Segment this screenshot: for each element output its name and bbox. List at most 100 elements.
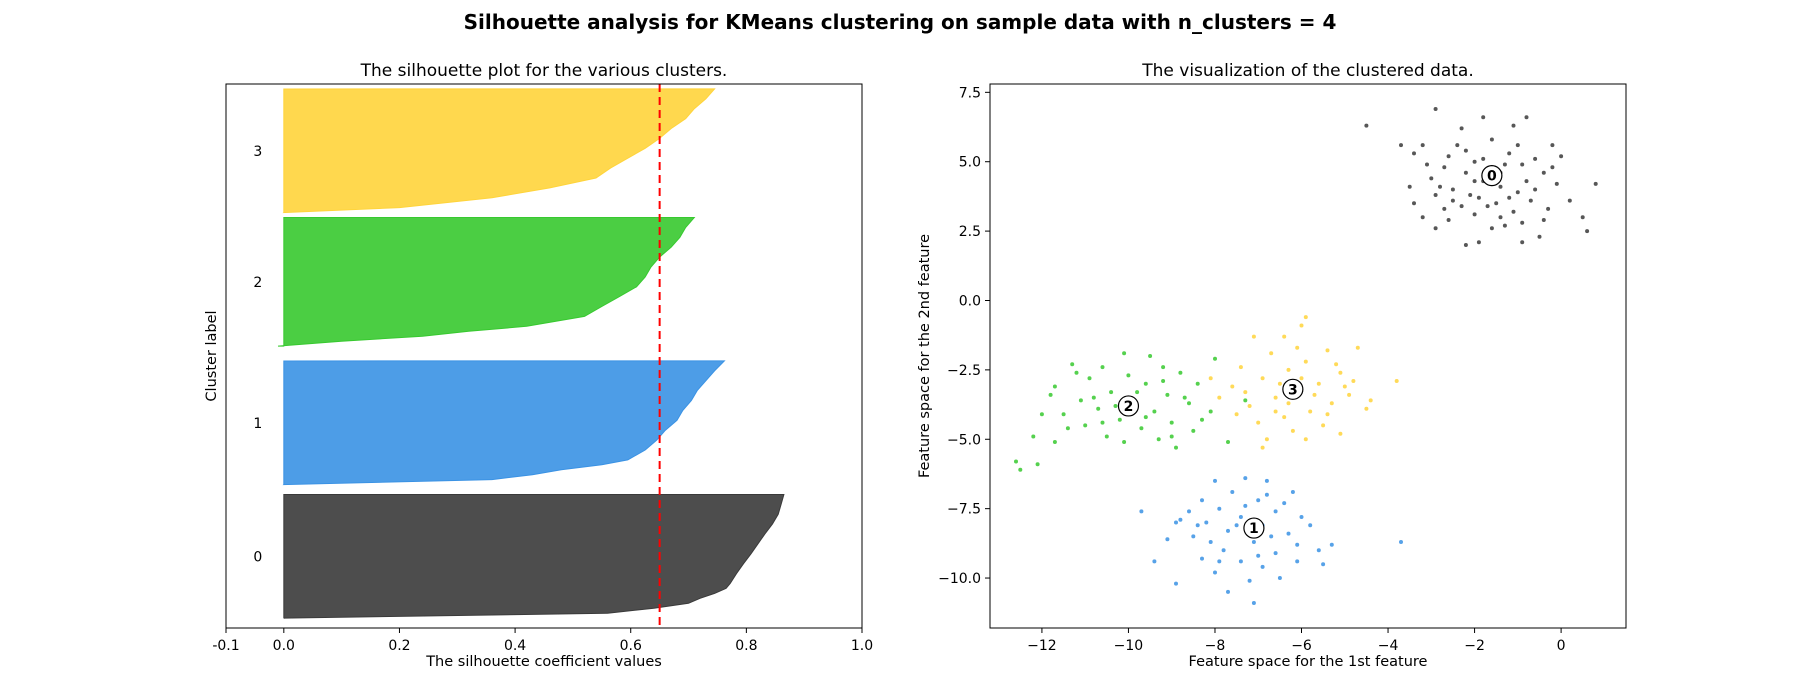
scatter-point-cluster-0 [1476, 240, 1481, 245]
scatter-point-cluster-2 [1243, 398, 1248, 403]
scatter-point-cluster-1 [1316, 548, 1321, 553]
scatter-point-cluster-1 [1230, 490, 1235, 494]
scatter-point-cluster-0 [1585, 229, 1590, 234]
scatter-point-cluster-3 [1338, 370, 1343, 375]
scatter-point-cluster-3 [1260, 376, 1265, 381]
scatter-point-cluster-3 [1282, 415, 1287, 420]
cluster-center-label: 1 [1249, 521, 1259, 537]
scatter-point-cluster-0 [1446, 154, 1451, 159]
scatter-point-cluster-2 [1169, 434, 1174, 439]
scatter-point-cluster-0 [1511, 209, 1516, 214]
scatter-point-cluster-0 [1593, 181, 1598, 186]
scatter-point-cluster-3 [1282, 334, 1287, 339]
scatter-x-ticks: −12 −10 −8 −6 −4 −2 0 [1027, 628, 1566, 654]
scatter-point-cluster-0 [1364, 123, 1369, 128]
scatter-point-cluster-0 [1567, 198, 1572, 203]
scatter-point-cluster-2 [1182, 395, 1187, 400]
scatter-point-cluster-2 [1061, 412, 1066, 417]
scatter-point-cluster-3 [1308, 409, 1313, 414]
scatter-point-cluster-1 [1286, 531, 1291, 536]
scatter-point-cluster-1 [1221, 548, 1226, 553]
scatter-point-cluster-2 [1052, 384, 1057, 389]
scatter-point-cluster-2 [1187, 401, 1191, 406]
scatter-point-cluster-2 [1052, 440, 1057, 444]
scatter-point-cluster-2 [1039, 412, 1044, 417]
scatter-point-cluster-1 [1273, 551, 1278, 556]
scatter-point-cluster-2 [1070, 362, 1075, 367]
scatter-point-cluster-0 [1489, 137, 1494, 142]
scatter-point-cluster-1 [1264, 478, 1269, 483]
scatter-point-cluster-3 [1364, 406, 1369, 411]
scatter-point-cluster-0 [1554, 181, 1559, 186]
scatter-point-cluster-3 [1342, 384, 1347, 389]
scatter-point-cluster-3 [1217, 395, 1222, 400]
scatter-point-cluster-0 [1412, 201, 1416, 206]
silhouette-x-tick-label: -0.1 [212, 638, 239, 654]
scatter-point-cluster-2 [1065, 426, 1070, 431]
scatter-point-cluster-0 [1550, 143, 1555, 148]
scatter-point-cluster-1 [1174, 520, 1178, 525]
scatter-point-cluster-1 [1256, 498, 1261, 503]
scatter-point-cluster-2 [1087, 376, 1092, 381]
scatter-x-tick-label: −2 [1464, 638, 1485, 654]
scatter-point-cluster-0 [1442, 206, 1447, 211]
scatter-point-cluster-1 [1200, 556, 1204, 561]
scatter-point-cluster-3 [1329, 401, 1334, 406]
scatter-point-cluster-1 [1256, 553, 1261, 558]
scatter-point-cluster-2 [1200, 417, 1204, 422]
scatter-y-tick-label: 0.0 [959, 293, 981, 309]
scatter-point-cluster-1 [1238, 559, 1243, 564]
cluster-centers: 0 1 2 3 [1117, 164, 1503, 539]
scatter-point-cluster-3 [1325, 412, 1330, 417]
silhouette-cluster-labels: 0 1 2 3 [253, 144, 262, 566]
silhouette-y-axis-label: Cluster label [204, 310, 220, 401]
scatter-point-cluster-1 [1217, 506, 1222, 511]
scatter-point-cluster-2 [1083, 423, 1088, 428]
scatter-point-cluster-3 [1277, 381, 1282, 386]
scatter-point-cluster-3 [1234, 412, 1239, 417]
scatter-point-cluster-1 [1251, 601, 1256, 605]
scatter-point-cluster-2 [1208, 409, 1213, 414]
scatter-y-tick-label: −2.5 [947, 363, 981, 379]
scatter-point-cluster-2 [1191, 428, 1196, 433]
scatter-point-cluster-0 [1472, 212, 1477, 217]
scatter-point-cluster-3 [1208, 376, 1213, 381]
scatter-point-cluster-3 [1316, 381, 1321, 386]
silhouette-fill-cluster-2 [277, 216, 696, 347]
scatter-x-axis-label: Feature space for the 1st feature [1189, 654, 1428, 670]
scatter-point-cluster-1 [1200, 498, 1204, 503]
scatter-point-cluster-1 [1204, 520, 1209, 525]
scatter-point-cluster-1 [1321, 562, 1326, 567]
silhouette-cluster-label: 3 [253, 144, 262, 160]
scatter-point-cluster-2 [1074, 370, 1079, 375]
scatter-point-cluster-2 [1109, 390, 1114, 395]
scatter-point-cluster-0 [1433, 107, 1438, 111]
scatter-point-cluster-3 [1312, 392, 1317, 397]
scatter-point-cluster-2 [1096, 406, 1101, 411]
scatter-x-tick-label: −4 [1378, 638, 1399, 654]
scatter-y-ticks: 7.5 5.0 2.5 0.0 −2.5 −5.0 −7.5 −10.0 [938, 85, 990, 587]
scatter-point-cluster-0 [1515, 143, 1520, 148]
scatter-point-cluster-3 [1351, 379, 1356, 383]
scatter-point-cluster-3 [1247, 404, 1252, 408]
scatter-point-cluster-0 [1481, 156, 1486, 161]
scatter-point-cluster-2 [1213, 356, 1217, 361]
cluster-center-marker [1481, 164, 1503, 187]
scatter-point-cluster-0 [1459, 126, 1464, 131]
scatter-point-cluster-1 [1295, 559, 1300, 564]
scatter-y-axis-label: Feature space for the 2nd feature [917, 234, 933, 478]
scatter-point-cluster-3 [1269, 351, 1274, 356]
scatter-point-cluster-1 [1243, 476, 1248, 481]
scatter-point-cluster-1 [1308, 523, 1313, 528]
scatter-point-cluster-0 [1507, 195, 1512, 200]
scatter-point-cluster-3 [1334, 362, 1339, 367]
scatter-point-cluster-1 [1165, 537, 1170, 542]
scatter-point-cluster-0 [1450, 198, 1455, 203]
scatter-point-cluster-3 [1238, 365, 1243, 370]
scatter-point-cluster-0 [1541, 170, 1546, 175]
scatter-point-cluster-2 [1113, 404, 1118, 408]
scatter-point-cluster-2 [1139, 426, 1144, 431]
scatter-point-cluster-1 [1195, 523, 1200, 528]
scatter-x-tick-label: −8 [1205, 638, 1226, 654]
